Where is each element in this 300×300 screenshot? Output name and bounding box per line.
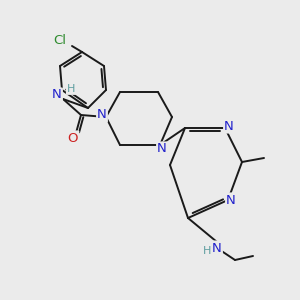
Text: N: N <box>97 109 107 122</box>
Text: H: H <box>203 246 211 256</box>
Text: N: N <box>157 142 167 155</box>
Text: Cl: Cl <box>53 34 67 46</box>
Text: H: H <box>67 84 75 94</box>
Text: N: N <box>226 194 236 206</box>
Text: N: N <box>52 88 62 101</box>
Text: O: O <box>68 131 78 145</box>
Text: N: N <box>212 242 222 254</box>
Text: N: N <box>224 119 234 133</box>
